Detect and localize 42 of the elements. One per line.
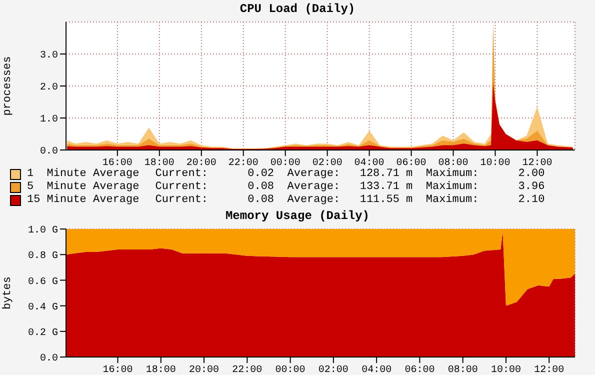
- x-tick-label: 16:00: [102, 365, 133, 376]
- chart-title: CPU Load (Daily): [238, 1, 356, 18]
- x-tick-label: 06:00: [404, 365, 435, 376]
- x-tick-label: 00:00: [270, 158, 300, 170]
- y-tick-label: 0.2 G: [28, 328, 58, 339]
- y-tick-label: 0.4 G: [28, 302, 58, 314]
- y-axis-title: processes: [2, 56, 14, 116]
- legend-label: 15 Minute Average: [27, 194, 140, 207]
- text: Current: 0.08 Average: 133.71 m Maximum: 3.96: [155, 181, 545, 194]
- x-tick-label: 10:00: [490, 365, 521, 376]
- y-tick-label: 1.0 G: [28, 226, 58, 237]
- x-tick-label: 02:00: [312, 158, 342, 170]
- x-tick-label: 02:00: [318, 365, 348, 376]
- x-tick-label: 08:00: [438, 158, 468, 170]
- y-tick-label: 0.6 G: [28, 276, 58, 288]
- x-tick-label: 20:00: [189, 365, 220, 376]
- x-tick-label: 18:00: [144, 158, 174, 170]
- x-tick-label: 04:00: [354, 158, 384, 170]
- x-tick-label: 22:00: [228, 158, 258, 170]
- y-tick-label: 0.8 G: [28, 251, 58, 262]
- x-tick-label: 12:00: [534, 365, 564, 376]
- y-tick-label: 2.0: [40, 82, 58, 94]
- x-tick-label: 04:00: [362, 365, 392, 376]
- y-tick-label: 0.0: [40, 146, 58, 158]
- x-tick-label: 16:00: [102, 158, 132, 170]
- y-tick-label: 0.0: [40, 354, 58, 365]
- legend-label: 1 Minute Average: [27, 168, 140, 181]
- x-tick-label: 10:00: [480, 158, 510, 170]
- chart-title: Memory Usage (Daily): [224, 208, 371, 225]
- legend-label: 5 Minute Average: [27, 181, 140, 194]
- text: Current: 0.02 Average: 128.71 m Maximum: 2.00: [155, 168, 545, 181]
- x-tick-label: 08:00: [448, 365, 478, 376]
- x-tick-label: 06:00: [396, 158, 426, 170]
- y-tick-label: 3.0: [40, 50, 58, 62]
- x-tick-label: 12:00: [522, 158, 552, 170]
- text: Current: 0.08 Average: 111.55 m Maximum: 2.10: [155, 194, 545, 207]
- x-tick-label: 22:00: [232, 365, 262, 376]
- x-tick-label: 00:00: [275, 365, 306, 376]
- y-tick-label: 1.0: [40, 114, 58, 126]
- y-axis-title: bytes: [2, 276, 14, 310]
- x-tick-label: 20:00: [186, 158, 216, 170]
- x-tick-label: 18:00: [146, 365, 176, 376]
